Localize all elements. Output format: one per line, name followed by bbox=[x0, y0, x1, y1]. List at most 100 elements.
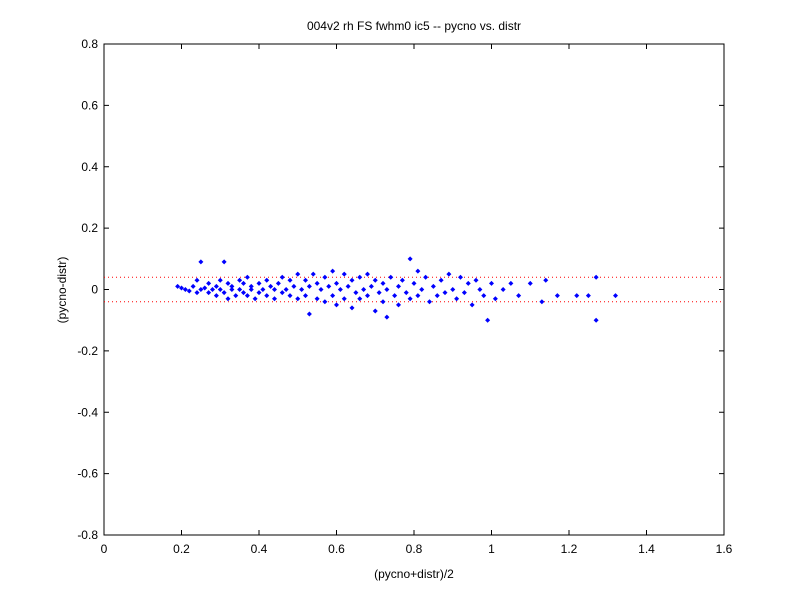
scatter-point bbox=[179, 285, 184, 291]
scatter-point bbox=[349, 305, 355, 311]
scatter-point bbox=[399, 277, 405, 283]
scatter-point bbox=[508, 280, 514, 286]
scatter-point bbox=[322, 299, 328, 305]
scatter-point bbox=[613, 293, 618, 299]
scatter-point bbox=[593, 317, 599, 323]
y-tick-label: -0.6 bbox=[77, 467, 98, 481]
scatter-point bbox=[384, 287, 390, 292]
scatter-point bbox=[322, 274, 328, 280]
scatter-point bbox=[372, 277, 378, 283]
scatter-point bbox=[256, 280, 262, 286]
scatter-point bbox=[303, 277, 308, 283]
scatter-point bbox=[361, 287, 367, 292]
scatter-point bbox=[380, 299, 386, 305]
scatter-point bbox=[454, 296, 460, 302]
scatter-point bbox=[194, 277, 200, 283]
scatter-point bbox=[458, 274, 463, 280]
scatter-point bbox=[423, 274, 429, 280]
scatter-point bbox=[190, 283, 196, 289]
scatter-point bbox=[481, 293, 487, 299]
scatter-point bbox=[357, 274, 363, 280]
scatter-point bbox=[438, 277, 444, 283]
scatter-point bbox=[492, 296, 498, 302]
scatter-point bbox=[392, 293, 398, 299]
scatter-point bbox=[337, 287, 343, 292]
chart-title: 004v2 rh FS fwhm0 ic5 -- pycno vs. distr bbox=[307, 19, 521, 33]
scatter-point bbox=[469, 302, 475, 308]
scatter-point bbox=[264, 277, 270, 283]
scatter-point bbox=[403, 290, 409, 296]
scatter-point bbox=[279, 274, 285, 280]
scatter-point bbox=[287, 293, 293, 299]
scatter-point bbox=[407, 296, 413, 302]
scatter-point bbox=[198, 259, 204, 265]
scatter-point bbox=[372, 308, 378, 314]
x-tick-label: 0.2 bbox=[173, 542, 190, 556]
x-tick-label: 0 bbox=[101, 542, 108, 556]
scatter-point bbox=[299, 287, 305, 292]
scatter-point bbox=[279, 290, 285, 296]
scatter-point bbox=[318, 287, 324, 292]
y-tick-label: -0.4 bbox=[77, 405, 98, 419]
scatter-point bbox=[527, 280, 533, 286]
scatter-point bbox=[210, 287, 215, 292]
scatter-point bbox=[334, 302, 339, 308]
scatter-point bbox=[275, 280, 281, 286]
plot-area bbox=[103, 43, 725, 536]
scatter-point bbox=[415, 293, 421, 299]
scatter-point bbox=[446, 271, 452, 277]
scatter-point bbox=[345, 283, 351, 289]
scatter-point bbox=[194, 290, 200, 296]
scatter-point bbox=[225, 296, 231, 302]
y-tick-label: 0.8 bbox=[81, 37, 98, 51]
scatter-point bbox=[485, 317, 491, 323]
x-tick-label: 1.2 bbox=[561, 542, 578, 556]
scatter-point bbox=[365, 293, 370, 299]
scatter-point bbox=[182, 287, 188, 292]
scatter-point bbox=[244, 274, 250, 280]
scatter-point bbox=[450, 287, 456, 292]
scatter-point bbox=[574, 293, 580, 299]
x-tick-label: 0.4 bbox=[251, 542, 268, 556]
scatter-point bbox=[353, 290, 359, 296]
scatter-point bbox=[430, 283, 436, 289]
scatter-point bbox=[388, 274, 394, 280]
scatter-point bbox=[237, 277, 243, 283]
scatter-point bbox=[221, 290, 227, 296]
scatter-point bbox=[287, 277, 293, 283]
scatter-point bbox=[368, 283, 374, 289]
x-tick-label: 0.6 bbox=[328, 542, 345, 556]
scatter-point bbox=[376, 290, 382, 296]
scatter-point bbox=[477, 287, 483, 292]
y-axis-label: (pycno-distr) bbox=[55, 257, 69, 324]
scatter-point bbox=[198, 287, 204, 292]
scatter-point bbox=[229, 283, 235, 289]
scatter-point bbox=[248, 283, 254, 289]
scatter-point bbox=[264, 293, 270, 299]
scatter-point bbox=[407, 256, 413, 262]
scatter-point bbox=[229, 287, 235, 292]
scatter-point bbox=[217, 287, 223, 292]
scatter-point bbox=[326, 283, 332, 289]
scatter-point bbox=[396, 302, 401, 308]
scatter-point bbox=[349, 277, 355, 283]
scatter-point bbox=[206, 280, 212, 286]
scatter-point bbox=[175, 283, 181, 289]
scatter-point bbox=[500, 287, 506, 292]
x-tick-label: 1.6 bbox=[716, 542, 733, 556]
scatter-point bbox=[260, 287, 266, 292]
scatter-point bbox=[539, 299, 545, 305]
scatter-point bbox=[225, 280, 231, 286]
scatter-point bbox=[252, 296, 258, 302]
scatter-point bbox=[314, 296, 320, 302]
scatter-point bbox=[334, 280, 339, 286]
scatter-point bbox=[268, 283, 274, 289]
scatter-point bbox=[330, 268, 336, 274]
y-tick-label: 0 bbox=[91, 283, 98, 297]
scatter-point bbox=[291, 283, 297, 289]
scatter-point bbox=[341, 296, 347, 302]
scatter-point bbox=[221, 259, 227, 265]
scatter-point bbox=[341, 271, 347, 277]
scatter-point bbox=[233, 293, 239, 299]
